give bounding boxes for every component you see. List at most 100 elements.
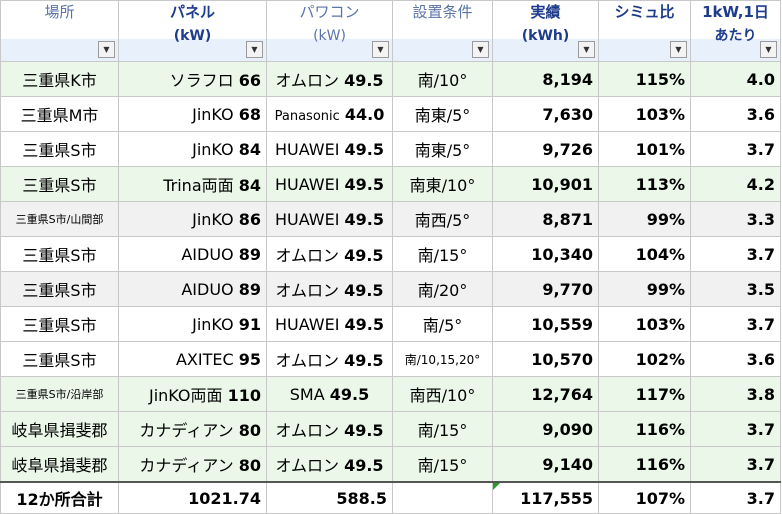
- cell-sim-ratio[interactable]: 113%: [598, 166, 691, 202]
- cell-pcs[interactable]: HUAWEI 49.5: [266, 166, 393, 202]
- panel-kw: 68: [238, 104, 261, 124]
- cell-location[interactable]: 三重県S市/山間部: [0, 201, 119, 237]
- cell-actual[interactable]: 10,559: [492, 306, 599, 342]
- cell-actual[interactable]: 10,570: [492, 341, 599, 377]
- cell-actual[interactable]: 7,630: [492, 96, 599, 132]
- cell-per-kw-day[interactable]: 3.3: [690, 201, 781, 237]
- cell-condition[interactable]: 南/15°: [392, 446, 493, 483]
- cell-actual[interactable]: 10,340: [492, 236, 599, 272]
- cell-location[interactable]: 三重県S市/沿岸部: [0, 376, 119, 412]
- cell-pcs[interactable]: オムロン 49.5: [266, 271, 393, 307]
- cell-sim-ratio[interactable]: 117%: [598, 376, 691, 412]
- cell-actual[interactable]: 9,726: [492, 131, 599, 167]
- cell-panel[interactable]: Trina両面 84: [118, 166, 267, 202]
- cell-per-kw-day[interactable]: 3.5: [690, 271, 781, 307]
- cell-sim-ratio[interactable]: 101%: [598, 131, 691, 167]
- total-actual[interactable]: 117,555: [492, 481, 599, 514]
- total-sim-ratio[interactable]: 107%: [598, 481, 691, 514]
- cell-sim-ratio[interactable]: 115%: [598, 61, 691, 97]
- filter-dropdown-sim-ratio[interactable]: ▼: [670, 41, 687, 58]
- filter-dropdown-per-kw-day[interactable]: ▼: [760, 41, 777, 58]
- cell-condition[interactable]: 南西/10°: [392, 376, 493, 412]
- filter-dropdown-panel[interactable]: ▼: [246, 41, 263, 58]
- cell-sim-ratio[interactable]: 104%: [598, 236, 691, 272]
- cell-per-kw-day[interactable]: 3.7: [690, 236, 781, 272]
- cell-sim-ratio[interactable]: 99%: [598, 271, 691, 307]
- cell-pcs[interactable]: オムロン 49.5: [266, 446, 393, 483]
- cell-location[interactable]: 三重県M市: [0, 96, 119, 132]
- cell-panel[interactable]: JinKO両面 110: [118, 376, 267, 412]
- cell-per-kw-day[interactable]: 3.6: [690, 96, 781, 132]
- cell-condition[interactable]: 南/20°: [392, 271, 493, 307]
- cell-actual[interactable]: 9,770: [492, 271, 599, 307]
- cell-sim-ratio[interactable]: 103%: [598, 306, 691, 342]
- cell-condition[interactable]: 南/5°: [392, 306, 493, 342]
- total-per-kw-day[interactable]: 3.7: [690, 481, 781, 514]
- filter-dropdown-condition[interactable]: ▼: [472, 41, 489, 58]
- cell-sim-ratio[interactable]: 116%: [598, 411, 691, 447]
- cell-location[interactable]: 三重県S市: [0, 131, 119, 167]
- cell-location[interactable]: 三重県S市: [0, 306, 119, 342]
- cell-pcs[interactable]: Panasonic 44.0: [266, 96, 393, 132]
- cell-location[interactable]: 三重県S市: [0, 236, 119, 272]
- filter-dropdown-pcs[interactable]: ▼: [372, 41, 389, 58]
- cell-condition[interactable]: 南西/5°: [392, 201, 493, 237]
- total-pcs-kw[interactable]: 588.5: [266, 481, 393, 514]
- cell-panel[interactable]: カナディアン 80: [118, 446, 267, 483]
- cell-panel[interactable]: ソラフロ 66: [118, 61, 267, 97]
- cell-panel[interactable]: カナディアン 80: [118, 411, 267, 447]
- cell-location[interactable]: 岐阜県揖斐郡: [0, 411, 119, 447]
- cell-pcs[interactable]: HUAWEI 49.5: [266, 201, 393, 237]
- cell-location[interactable]: 三重県S市: [0, 166, 119, 202]
- cell-panel[interactable]: AXITEC 95: [118, 341, 267, 377]
- cell-sim-ratio[interactable]: 116%: [598, 446, 691, 483]
- cell-per-kw-day[interactable]: 4.0: [690, 61, 781, 97]
- cell-actual[interactable]: 9,140: [492, 446, 599, 483]
- cell-per-kw-day[interactable]: 4.2: [690, 166, 781, 202]
- cell-sim-ratio[interactable]: 99%: [598, 201, 691, 237]
- filter-dropdown-location[interactable]: ▼: [98, 41, 115, 58]
- cell-per-kw-day[interactable]: 3.7: [690, 131, 781, 167]
- cell-condition[interactable]: 南/15°: [392, 411, 493, 447]
- cell-location[interactable]: 三重県S市: [0, 341, 119, 377]
- cell-pcs[interactable]: HUAWEI 49.5: [266, 131, 393, 167]
- cell-panel[interactable]: JinKO 91: [118, 306, 267, 342]
- cell-actual[interactable]: 8,194: [492, 61, 599, 97]
- cell-location[interactable]: 岐阜県揖斐郡: [0, 446, 119, 483]
- cell-actual[interactable]: 10,901: [492, 166, 599, 202]
- cell-panel[interactable]: AIDUO 89: [118, 236, 267, 272]
- total-location[interactable]: 12か所合計: [0, 481, 119, 514]
- cell-panel[interactable]: JinKO 86: [118, 201, 267, 237]
- cell-condition[interactable]: 南/10,15,20°: [392, 341, 493, 377]
- cell-pcs[interactable]: オムロン 49.5: [266, 341, 393, 377]
- header-panel: パネル (kW) ▼: [118, 0, 267, 62]
- cell-sim-ratio[interactable]: 102%: [598, 341, 691, 377]
- cell-panel[interactable]: AIDUO 89: [118, 271, 267, 307]
- cell-actual[interactable]: 8,871: [492, 201, 599, 237]
- cell-panel[interactable]: JinKO 68: [118, 96, 267, 132]
- cell-condition[interactable]: 南東/10°: [392, 166, 493, 202]
- cell-pcs[interactable]: オムロン 49.5: [266, 411, 393, 447]
- cell-panel[interactable]: JinKO 84: [118, 131, 267, 167]
- cell-condition[interactable]: 南東/5°: [392, 131, 493, 167]
- cell-location[interactable]: 三重県K市: [0, 61, 119, 97]
- cell-condition[interactable]: 南/10°: [392, 61, 493, 97]
- cell-sim-ratio[interactable]: 103%: [598, 96, 691, 132]
- cell-location[interactable]: 三重県S市: [0, 271, 119, 307]
- cell-pcs[interactable]: オムロン 49.5: [266, 61, 393, 97]
- cell-actual[interactable]: 12,764: [492, 376, 599, 412]
- filter-dropdown-actual[interactable]: ▼: [578, 41, 595, 58]
- cell-per-kw-day[interactable]: 3.8: [690, 376, 781, 412]
- total-panel-kw[interactable]: 1021.74: [118, 481, 267, 514]
- cell-condition[interactable]: 南東/5°: [392, 96, 493, 132]
- cell-pcs[interactable]: HUAWEI 49.5: [266, 306, 393, 342]
- cell-per-kw-day[interactable]: 3.7: [690, 446, 781, 483]
- total-condition[interactable]: [392, 481, 493, 514]
- cell-pcs[interactable]: SMA 49.5: [266, 376, 393, 412]
- cell-condition[interactable]: 南/15°: [392, 236, 493, 272]
- cell-per-kw-day[interactable]: 3.7: [690, 411, 781, 447]
- cell-actual[interactable]: 9,090: [492, 411, 599, 447]
- cell-pcs[interactable]: オムロン 49.5: [266, 236, 393, 272]
- cell-per-kw-day[interactable]: 3.7: [690, 306, 781, 342]
- cell-per-kw-day[interactable]: 3.6: [690, 341, 781, 377]
